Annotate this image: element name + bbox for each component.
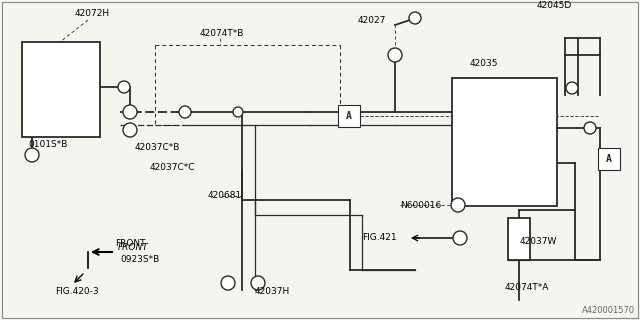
Circle shape bbox=[25, 148, 39, 162]
Text: 42035: 42035 bbox=[470, 59, 499, 68]
Circle shape bbox=[251, 276, 265, 290]
Text: 42037C*C: 42037C*C bbox=[150, 164, 195, 172]
Bar bbox=[452, 78, 557, 206]
Text: 42074T*A: 42074T*A bbox=[505, 284, 549, 292]
Text: A: A bbox=[606, 154, 612, 164]
Bar bbox=[508, 218, 530, 260]
Circle shape bbox=[123, 105, 137, 119]
Circle shape bbox=[451, 198, 465, 212]
Text: A420001570: A420001570 bbox=[582, 306, 635, 315]
Text: A: A bbox=[346, 111, 352, 121]
Text: FIG.420-3: FIG.420-3 bbox=[55, 287, 99, 297]
Bar bbox=[338, 105, 360, 127]
Circle shape bbox=[388, 48, 402, 62]
Text: FRONT: FRONT bbox=[115, 238, 145, 247]
Circle shape bbox=[584, 122, 596, 134]
Circle shape bbox=[123, 123, 137, 137]
Circle shape bbox=[453, 231, 467, 245]
Text: 42037C*B: 42037C*B bbox=[135, 143, 180, 153]
Text: 42074T*B: 42074T*B bbox=[200, 29, 244, 38]
Circle shape bbox=[118, 81, 130, 93]
Text: 0101S*B: 0101S*B bbox=[28, 140, 67, 149]
Circle shape bbox=[221, 276, 235, 290]
Circle shape bbox=[179, 106, 191, 118]
Text: FRONT: FRONT bbox=[118, 244, 148, 252]
Text: 42037W: 42037W bbox=[520, 237, 557, 246]
Text: 420681: 420681 bbox=[208, 191, 243, 201]
Text: 0923S*B: 0923S*B bbox=[120, 255, 159, 265]
Text: FIG.421: FIG.421 bbox=[362, 234, 397, 243]
Text: N600016: N600016 bbox=[400, 201, 441, 210]
Text: 42072H: 42072H bbox=[75, 9, 110, 18]
Circle shape bbox=[409, 12, 421, 24]
Text: 42045D: 42045D bbox=[537, 1, 572, 10]
Text: 42037H: 42037H bbox=[255, 287, 291, 297]
Bar bbox=[22, 42, 100, 137]
Text: 42027: 42027 bbox=[358, 16, 387, 25]
Circle shape bbox=[233, 107, 243, 117]
Circle shape bbox=[566, 82, 578, 94]
Bar bbox=[598, 148, 620, 170]
